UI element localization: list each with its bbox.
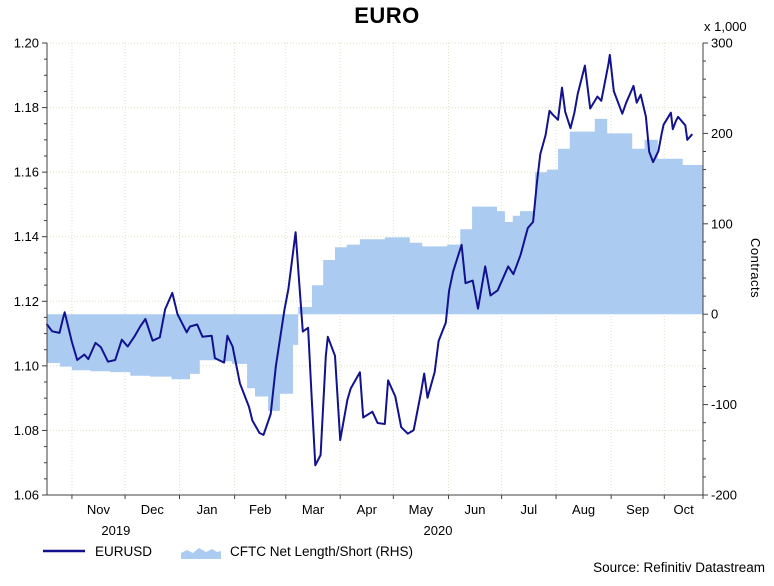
x-axis-month-label: Nov: [87, 502, 111, 517]
right-axis-tick-label: 200: [711, 126, 733, 141]
area-swatch-icon: [181, 547, 221, 559]
left-axis-tick-label: 1.08: [14, 423, 39, 438]
source-note: Source: Refinitiv Datastream: [593, 560, 765, 575]
left-axis-tick-label: 1.12: [14, 294, 39, 309]
x-axis-month-label: Dec: [141, 502, 165, 517]
x-axis-month-label: Feb: [249, 502, 271, 517]
left-axis-tick-label: 1.06: [14, 488, 39, 503]
cftc-area: [47, 118, 703, 411]
left-axis-tick-label: 1.16: [14, 165, 39, 180]
x-axis-month-label: Jun: [465, 502, 486, 517]
x-axis-year-label: 2019: [101, 523, 130, 538]
right-axis-unit-label: x 1,000: [704, 19, 747, 34]
x-axis-year-label: 2020: [424, 523, 453, 538]
x-axis-month-label: Apr: [357, 502, 378, 517]
right-axis-tick-label: 100: [711, 216, 733, 231]
right-axis-title: Contracts: [748, 238, 763, 299]
right-axis-tick-label: -200: [711, 488, 737, 503]
legend-label: EURUSD: [95, 543, 153, 559]
right-axis-tick-label: 0: [711, 307, 718, 322]
x-axis-month-label: May: [409, 502, 434, 517]
eurusd-line: [46, 53, 693, 467]
x-axis-month-label: Aug: [572, 502, 595, 517]
left-axis-tick-label: 1.10: [14, 358, 39, 373]
right-axis-tick-label: 300: [711, 36, 733, 51]
left-axis-tick-label: 1.20: [14, 36, 39, 51]
left-axis-tick-label: 1.18: [14, 100, 39, 115]
left-axis-tick-label: 1.14: [14, 229, 39, 244]
x-axis-month-label: Oct: [674, 502, 695, 517]
x-axis-month-label: Jan: [197, 502, 218, 517]
x-axis-month-label: Jul: [521, 502, 538, 517]
right-axis-tick-label: -100: [711, 397, 737, 412]
legend-item-cftc: CFTC Net Length/Short (RHS): [181, 543, 413, 559]
legend-item-eurusd: EURUSD: [42, 543, 152, 559]
chart-title: EURO: [354, 3, 420, 28]
x-axis-month-label: Sep: [626, 502, 649, 517]
legend-label: CFTC Net Length/Short (RHS): [230, 543, 414, 559]
line-swatch-icon: [43, 549, 85, 553]
x-axis-month-label: Mar: [302, 502, 325, 517]
